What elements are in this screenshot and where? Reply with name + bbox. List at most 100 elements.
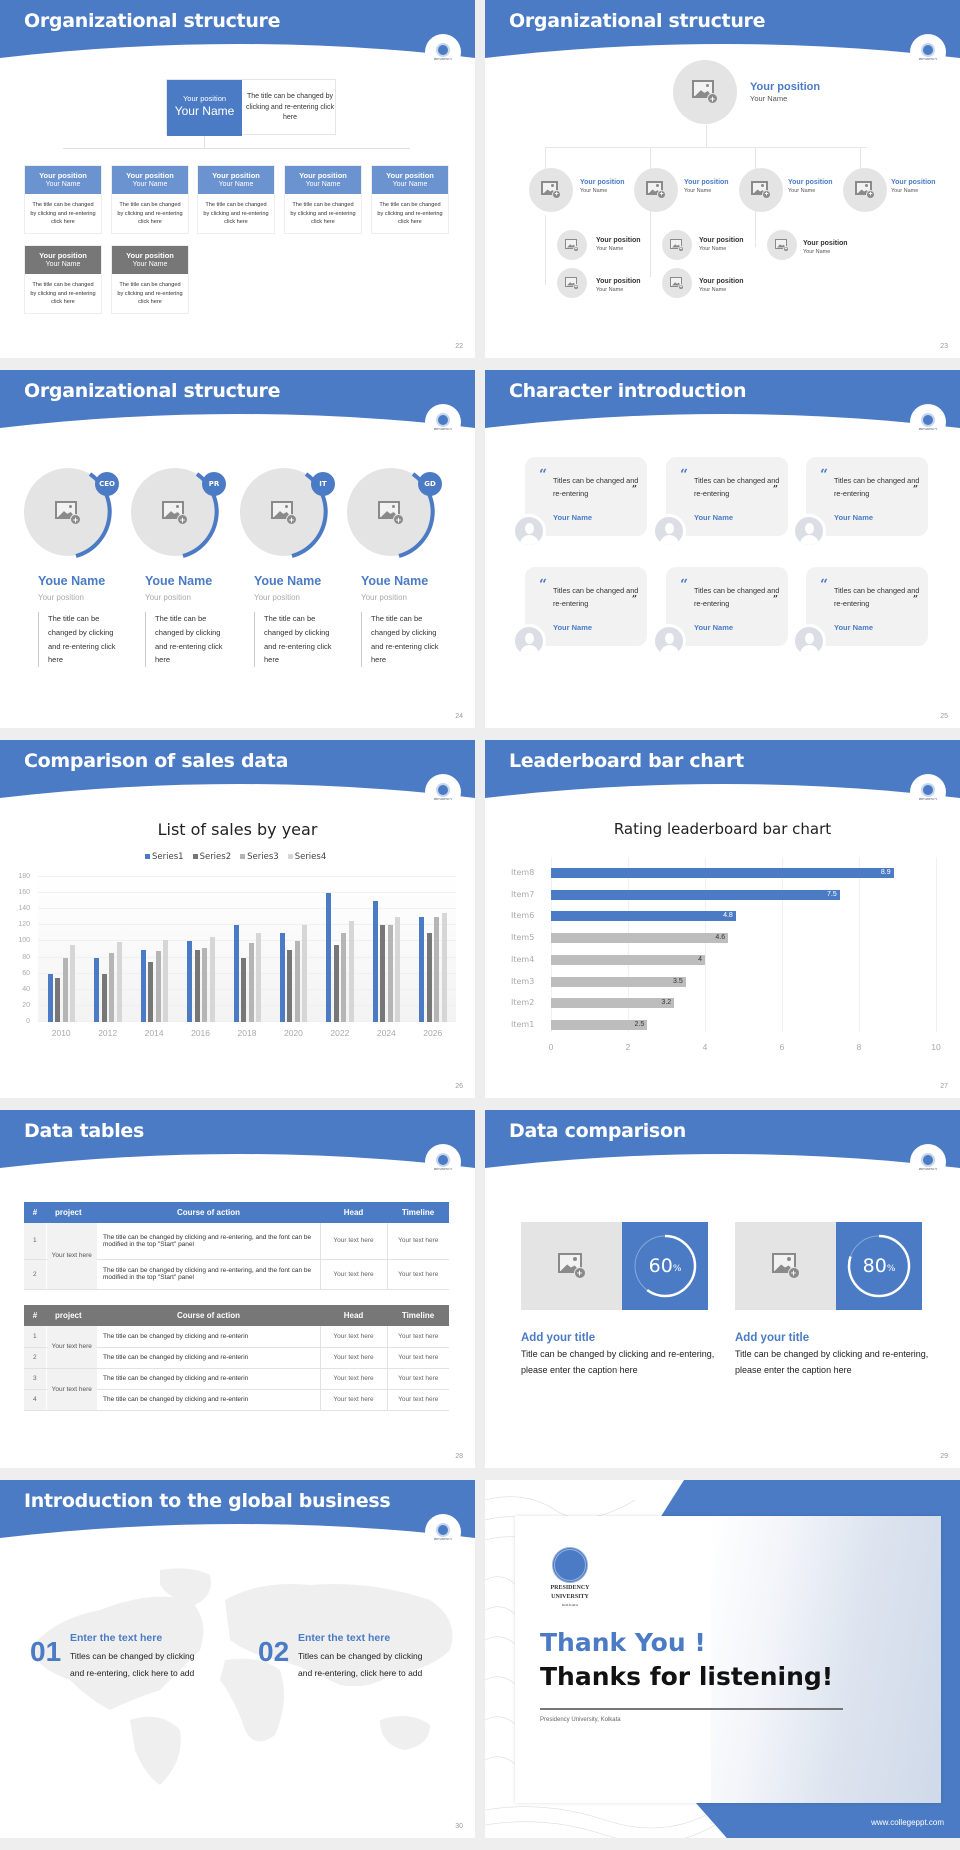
connector-line <box>204 135 205 148</box>
slide-24[interactable]: Organizational structure PRESIDENCY + CE… <box>0 370 475 728</box>
slide-title: Data tables <box>24 1120 145 1142</box>
divider <box>540 1708 843 1710</box>
quote-open-icon: “ <box>539 577 548 593</box>
quote-text: Titles can be changed and re-entering <box>553 476 639 498</box>
avatar-placeholder[interactable]: + <box>529 168 573 212</box>
x-tick: 10 <box>931 1042 941 1052</box>
y-tick: 0 <box>26 1018 30 1025</box>
add-image-icon: + <box>670 238 684 252</box>
bar <box>187 941 193 1022</box>
slide-30[interactable]: Introduction to the global business PRES… <box>0 1480 475 1838</box>
org-card[interactable]: Your position Your Name The title can be c… <box>111 245 189 314</box>
bar <box>348 920 354 1022</box>
quote-close-icon: ” <box>631 485 637 495</box>
org-card[interactable]: Your position Your Name The title can be c… <box>197 165 275 234</box>
y-tick: 60 <box>22 969 30 977</box>
legend-item: Series2 <box>192 852 231 862</box>
quote-open-icon: “ <box>820 467 829 483</box>
chart-title: Rating leaderboard bar chart <box>613 820 832 838</box>
table-row: 1 Your text here The title can be change… <box>24 1326 449 1369</box>
org-card[interactable]: Your position Your Name The title can be c… <box>371 165 449 234</box>
user-avatar-icon <box>792 514 826 548</box>
university-logo: PRESIDENCY <box>425 34 461 70</box>
percent-panel: 80% <box>836 1222 922 1310</box>
avatar-placeholder[interactable]: + <box>739 168 783 212</box>
avatar-placeholder[interactable]: + <box>662 268 692 298</box>
building-photo <box>711 1516 941 1803</box>
progress-ring <box>633 1234 697 1298</box>
quote-card[interactable]: “ Titles can be changed and re-entering” Y… <box>666 567 788 646</box>
quote-card[interactable]: “ Titles can be changed and re-entering” Y… <box>666 457 788 536</box>
avatar-placeholder[interactable]: + <box>673 60 737 124</box>
level3-label: Your position Your Name <box>699 278 744 293</box>
percent-panel: 60% <box>622 1222 708 1310</box>
image-placeholder[interactable]: + <box>735 1222 836 1310</box>
bar <box>341 933 347 1022</box>
percent-value: 80% <box>862 1255 896 1277</box>
org-card[interactable]: Your position Your Name The title can be c… <box>24 245 102 314</box>
university-logo: PRESIDENCY <box>910 34 946 70</box>
y-tick: 120 <box>18 921 30 929</box>
avatar-placeholder[interactable]: + <box>843 168 887 212</box>
column-chart-plot <box>38 876 456 1022</box>
org-card[interactable]: Your position Your Name The title can be c… <box>111 165 189 234</box>
y-tick: 80 <box>22 953 30 961</box>
avatar-placeholder[interactable]: + <box>557 230 587 260</box>
page-number: 23 <box>940 343 948 350</box>
leaderboard-row: Item5 4.6 <box>485 933 960 944</box>
x-tick: 2 <box>625 1042 631 1052</box>
slide-26[interactable]: Comparison of sales data PRESIDENCY List… <box>0 740 475 1098</box>
quote-close-icon: ” <box>772 595 778 605</box>
quote-open-icon: “ <box>820 577 829 593</box>
slide-28[interactable]: Data tables PRESIDENCY # project Course … <box>0 1110 475 1468</box>
bar <box>387 925 393 1022</box>
thanks-heading: Thanks for listening! <box>540 1662 834 1691</box>
avatar-placeholder[interactable]: + <box>557 268 587 298</box>
slide-header: Organizational structure <box>0 0 475 60</box>
org-card[interactable]: Your position Your Name The title can be c… <box>24 165 102 234</box>
bar <box>47 973 53 1022</box>
top-desc: The title can be changed by clicking and… <box>246 93 334 121</box>
quote-card[interactable]: “ Titles can be changed and re-entering” Y… <box>806 567 928 646</box>
image-placeholder[interactable]: + <box>521 1222 622 1310</box>
quote-author: Your Name <box>834 623 874 632</box>
website-link[interactable]: www.collegeppt.com <box>871 1818 944 1827</box>
role-badge: PR <box>202 472 226 496</box>
bar <box>163 939 169 1022</box>
slide-22[interactable]: Organizational structure PRESIDENCY Your… <box>0 0 475 358</box>
slide-header: Character introduction <box>485 370 960 430</box>
quote-card[interactable]: “ Titles can be changed and re-entering” Y… <box>525 457 647 536</box>
org-card[interactable]: Your position Your Name The title can be c… <box>284 165 362 234</box>
item-title: Add your title <box>521 1332 596 1344</box>
quote-text: Titles can be changed and re-entering <box>834 476 920 498</box>
bar <box>241 957 246 1022</box>
quote-text: Titles can be changed and re-entering <box>553 586 639 608</box>
legend-item: Series3 <box>240 852 279 862</box>
slide-23[interactable]: Organizational structure PRESIDENCY + Yo… <box>485 0 960 358</box>
avatar-placeholder[interactable]: + <box>767 230 797 260</box>
block-desc: Titles can be changed by clicking and re-… <box>70 1651 195 1678</box>
quote-card[interactable]: “ Titles can be changed and re-entering” Y… <box>525 567 647 646</box>
profile-position: Your position <box>145 593 191 602</box>
bar <box>70 945 76 1022</box>
x-tick: 2022 <box>330 1028 350 1038</box>
quote-card[interactable]: “ Titles can be changed and re-entering” Y… <box>806 457 928 536</box>
quote-text: Titles can be changed and re-entering <box>834 586 920 608</box>
page-number: 26 <box>455 1083 463 1090</box>
slide-27[interactable]: Leaderboard bar chart PRESIDENCY Rating … <box>485 740 960 1098</box>
quote-author: Your Name <box>834 513 874 522</box>
slide-25[interactable]: Character introduction PRESIDENCY “ Title… <box>485 370 960 728</box>
x-tick: 2020 <box>283 1028 303 1038</box>
slide-29[interactable]: Data comparison PRESIDENCY + 60% Add you… <box>485 1110 960 1468</box>
bar <box>395 917 401 1022</box>
bar-group <box>326 877 354 1022</box>
y-tick: 180 <box>18 873 30 880</box>
item-desc: Title can be changed by clicking and re-… <box>735 1349 929 1375</box>
slide-31-closing[interactable]: PRESIDENCY UNIVERSITY KOLKATA Thank You … <box>485 1480 960 1838</box>
bar <box>233 925 239 1022</box>
org-top-node[interactable]: Your position Your Name The title can be… <box>166 79 336 136</box>
bar <box>248 943 254 1022</box>
avatar-placeholder[interactable]: + <box>662 230 692 260</box>
avatar-placeholder[interactable]: + <box>634 168 678 212</box>
bar <box>94 957 100 1022</box>
